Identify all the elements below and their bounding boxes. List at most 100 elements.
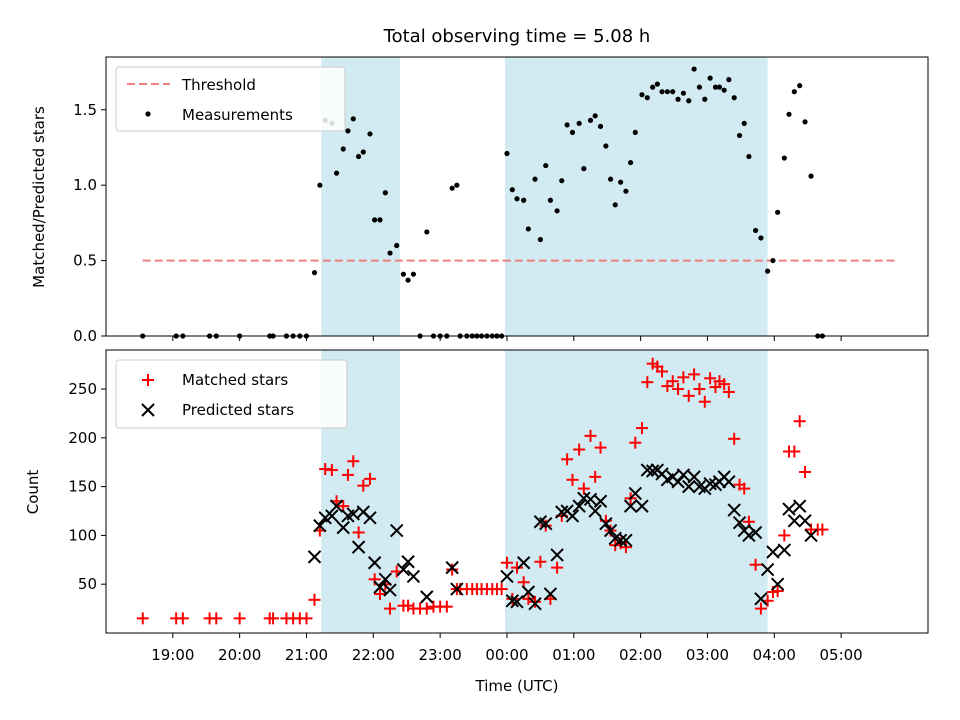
legend-predicted-label: Predicted stars — [182, 401, 294, 419]
predicted-star-point — [748, 525, 763, 540]
measurement-point — [644, 95, 650, 101]
measurement-point — [521, 197, 527, 203]
matched-star-point — [672, 383, 685, 396]
predicted-star-point — [676, 468, 691, 482]
predicted-star-point — [539, 516, 553, 531]
predicted-star-point — [787, 514, 802, 528]
x-tick-label: 02:00 — [619, 646, 662, 664]
predicted-star-point — [645, 464, 660, 478]
predicted-star-point — [766, 545, 780, 559]
shaded-interval — [504, 57, 768, 336]
measurement-point — [726, 77, 732, 83]
legend-matched-swatch — [142, 374, 154, 386]
matched-star-point — [561, 453, 574, 466]
measurement-point — [675, 96, 681, 102]
matched-star-point — [656, 365, 669, 378]
matched-star-point — [420, 602, 433, 615]
y-tick-label: 250 — [68, 380, 97, 398]
predicted-star-point — [798, 514, 812, 528]
measurement-point — [607, 176, 614, 182]
measurement-point — [400, 271, 406, 277]
legend-measurements-label: Measurements — [182, 106, 293, 124]
measurement-point — [736, 132, 743, 139]
measurement-point — [639, 92, 645, 98]
predicted-star-point — [682, 479, 696, 494]
matched-star-point — [352, 526, 365, 539]
predicted-star-point — [505, 594, 520, 608]
matched-star-point — [666, 375, 679, 388]
measurement-point — [405, 277, 411, 283]
measurement-point — [612, 202, 618, 208]
predicted-star-point — [722, 475, 736, 489]
predicted-star-point — [378, 572, 393, 587]
legend-measurements-swatch — [145, 111, 151, 117]
matched-star-point — [573, 443, 586, 456]
measurement-point — [802, 119, 808, 125]
x-axis-label: Time (UTC) — [475, 677, 559, 695]
predicted-star-point — [754, 592, 768, 606]
predicted-star-point — [401, 555, 415, 569]
y-tick-label: 1.5 — [73, 101, 97, 119]
predicted-star-point — [445, 560, 459, 575]
measurement-point — [775, 209, 781, 215]
y-tick-label: 50 — [78, 575, 97, 593]
matched-star-point — [551, 561, 564, 574]
predicted-star-point — [565, 509, 580, 523]
x-tick-label: 21:00 — [285, 646, 328, 664]
y-tick-label: 200 — [68, 429, 97, 447]
matched-star-point — [210, 612, 223, 625]
measurement-point — [632, 129, 638, 136]
measurement-point — [410, 271, 417, 277]
matched-star-point — [728, 432, 741, 445]
measurement-point — [532, 176, 538, 182]
measurement-point — [680, 90, 687, 96]
predicted-star-point — [550, 548, 564, 562]
matched-star-point — [300, 612, 313, 625]
matched-star-point — [267, 612, 280, 625]
matched-star-point — [816, 523, 829, 536]
y-tick-label: 150 — [68, 478, 97, 496]
measurement-point — [587, 117, 594, 123]
predicted-star-point — [727, 503, 741, 517]
predicted-star-point — [500, 569, 514, 584]
matched-star-point — [704, 372, 717, 385]
predicted-star-point — [390, 523, 404, 538]
predicted-star-point — [628, 486, 642, 501]
matched-star-point — [635, 422, 648, 435]
predicted-star-point — [593, 494, 608, 508]
predicted-star-point — [782, 502, 796, 516]
matched-star-point — [402, 599, 415, 612]
chart-title: Total observing time = 5.08 h — [383, 26, 651, 47]
bottom-legend-box — [115, 359, 348, 429]
matched-star-point — [688, 368, 701, 381]
measurement-point — [504, 150, 510, 157]
matched-star-point — [374, 587, 386, 600]
predicted-star-point — [777, 543, 792, 557]
measurement-point — [525, 226, 531, 232]
measurement-point — [543, 162, 549, 169]
matched-star-point — [446, 563, 459, 576]
measurement-point — [603, 143, 609, 149]
matched-star-point — [341, 468, 354, 481]
predicted-star-point — [671, 475, 685, 489]
measurement-point — [770, 257, 776, 264]
matched-star-point — [738, 482, 751, 495]
y-tick-label: 1.0 — [73, 176, 97, 194]
matched-star-point — [506, 592, 519, 605]
matched-star-point — [754, 602, 767, 615]
top-panel: 0.0 0.5 1.0 1.5 Matched/Predicted stars Thr… — [30, 56, 929, 345]
measurement-point — [387, 250, 393, 256]
measurement-point — [731, 95, 737, 101]
matched-star-point — [698, 395, 711, 408]
predicted-star-point — [770, 577, 785, 591]
measurement-point — [382, 190, 388, 196]
predicted-star-point — [313, 518, 327, 533]
measurement-point — [340, 146, 346, 152]
measurement-point — [654, 81, 660, 87]
measurement-point — [345, 128, 351, 134]
matched-star-point — [522, 592, 535, 605]
predicted-star-point — [450, 582, 464, 596]
measurement-point — [686, 98, 692, 104]
measurement-point — [333, 170, 340, 176]
measurement-point — [597, 123, 604, 129]
